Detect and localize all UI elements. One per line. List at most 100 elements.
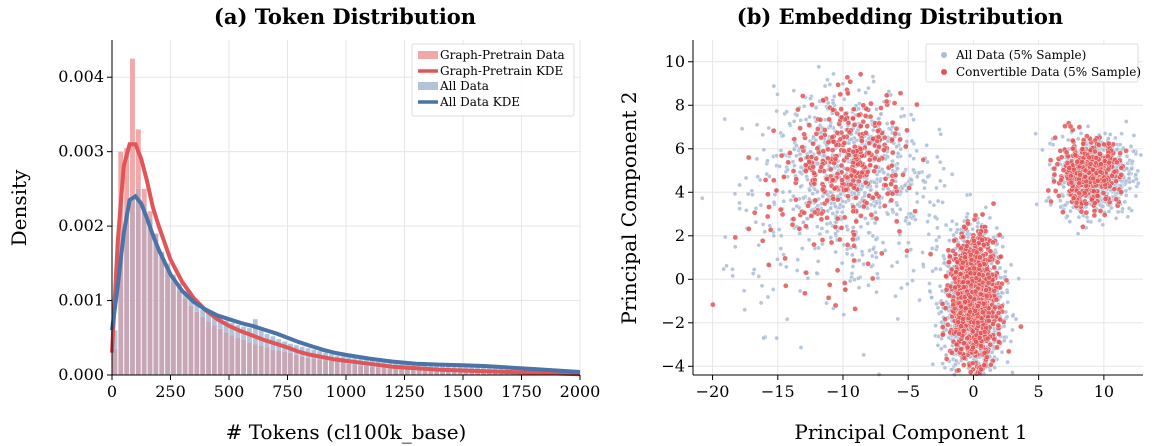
all-data-point <box>1078 131 1084 136</box>
all-data-point <box>833 204 838 209</box>
x-tick-label: 2000 <box>560 382 601 401</box>
all-data-point <box>931 202 937 208</box>
convertible-data-point <box>990 239 996 246</box>
all-data-kde-line <box>110 193 581 374</box>
all-data-point <box>758 300 764 306</box>
histogram-bar-overlap <box>206 321 211 375</box>
panel-a-legend-box <box>411 43 575 117</box>
all-data-point <box>929 295 934 300</box>
all-data-point <box>776 227 782 232</box>
convertible-data-point <box>841 214 848 221</box>
all-data-point <box>846 140 852 146</box>
convertible-data-point <box>940 331 946 338</box>
histogram-bar-overlap <box>451 371 457 375</box>
all-data-point <box>975 224 980 229</box>
all-data-point <box>761 147 767 152</box>
convertible-data-point <box>851 106 857 112</box>
convertible-data-point <box>955 367 962 374</box>
convertible-data-point <box>1106 140 1112 147</box>
all-data-bar <box>112 330 118 349</box>
x-tick-label: 750 <box>272 382 303 401</box>
x-tick-label: 0 <box>107 382 117 401</box>
convertible-data-point <box>1051 178 1057 185</box>
all-data-point <box>759 283 765 289</box>
convertible-data-point <box>951 237 957 244</box>
all-data-point <box>877 204 883 210</box>
all-data-bar <box>206 312 211 322</box>
convertible-data-point <box>826 281 833 288</box>
all-data-point <box>1126 171 1131 177</box>
all-data-point <box>1134 176 1139 182</box>
convertible-data-point <box>980 309 986 316</box>
all-data-point <box>847 278 853 284</box>
all-data-point <box>840 209 845 215</box>
convertible-data-point <box>988 361 994 368</box>
histogram-bar-overlap <box>247 342 252 375</box>
histogram-bar-overlap <box>171 281 176 375</box>
convertible-data-point <box>958 346 965 352</box>
convertible-data-point <box>998 253 1004 260</box>
all-data-point <box>937 283 943 289</box>
convertible-data-point <box>793 176 800 182</box>
convertible-data-point <box>846 152 852 158</box>
all-data-point <box>920 194 926 200</box>
histogram-bar-overlap <box>369 366 375 375</box>
convertible-data-point <box>857 71 864 77</box>
all-data-point <box>942 365 948 371</box>
all-data-point <box>766 125 772 131</box>
convertible-data-point <box>981 328 988 335</box>
all-data-point <box>840 81 846 87</box>
convertible-data-point <box>896 228 903 235</box>
all-data-point <box>844 251 850 257</box>
histogram-bar-overlap <box>241 340 247 375</box>
all-data-point <box>1124 193 1129 198</box>
convertible-data-point <box>1066 165 1073 171</box>
all-data-point <box>807 187 813 193</box>
convertible-data-point <box>959 265 965 271</box>
convertible-data-point <box>818 134 824 141</box>
all-data-point <box>1123 188 1129 194</box>
all-data-point <box>757 177 763 183</box>
all-data-point <box>949 172 955 177</box>
convertible-data-point <box>842 286 849 293</box>
all-data-point <box>1085 124 1091 129</box>
all-data-point <box>1131 148 1136 154</box>
all-data-point <box>778 246 784 251</box>
convertible-data-point <box>810 163 817 170</box>
all-data-point <box>975 220 981 226</box>
convertible-data-point <box>1067 123 1074 130</box>
all-data-point <box>1076 214 1082 220</box>
y-tick-label: 0.004 <box>58 67 104 86</box>
convertible-data-point <box>985 279 992 286</box>
convertible-data-point <box>851 168 858 175</box>
all-data-point <box>1063 202 1068 208</box>
histogram-bar-overlap <box>492 372 498 375</box>
all-data-point <box>1075 136 1081 142</box>
convertible-data-point <box>953 341 960 348</box>
convertible-data-point <box>864 168 871 175</box>
all-data-point <box>1125 214 1131 220</box>
convertible-data-point <box>890 149 896 156</box>
convertible-data-point <box>960 233 967 240</box>
convertible-data-point <box>1076 180 1082 187</box>
legend-swatch-all-data <box>418 82 438 90</box>
convertible-data-point <box>972 288 979 295</box>
all-data-point <box>863 90 869 95</box>
convertible-data-point <box>829 147 836 153</box>
convertible-data-point <box>1092 148 1098 155</box>
histogram-bar-overlap <box>463 372 469 375</box>
all-data-point <box>911 268 916 274</box>
convertible-data-point <box>1091 212 1098 219</box>
convertible-data-point <box>814 145 821 152</box>
convertible-data-point <box>806 158 813 165</box>
all-data-point <box>753 205 759 211</box>
convertible-data-point <box>994 344 1000 351</box>
all-data-point <box>794 268 800 273</box>
convertible-data-point <box>1060 209 1066 215</box>
all-data-point <box>880 240 886 245</box>
convertible-data-point <box>751 209 758 216</box>
convertible-data-point <box>825 294 832 301</box>
all-data-point <box>1128 144 1134 149</box>
convertible-data-point <box>996 339 1002 345</box>
all-data-point <box>824 300 829 306</box>
